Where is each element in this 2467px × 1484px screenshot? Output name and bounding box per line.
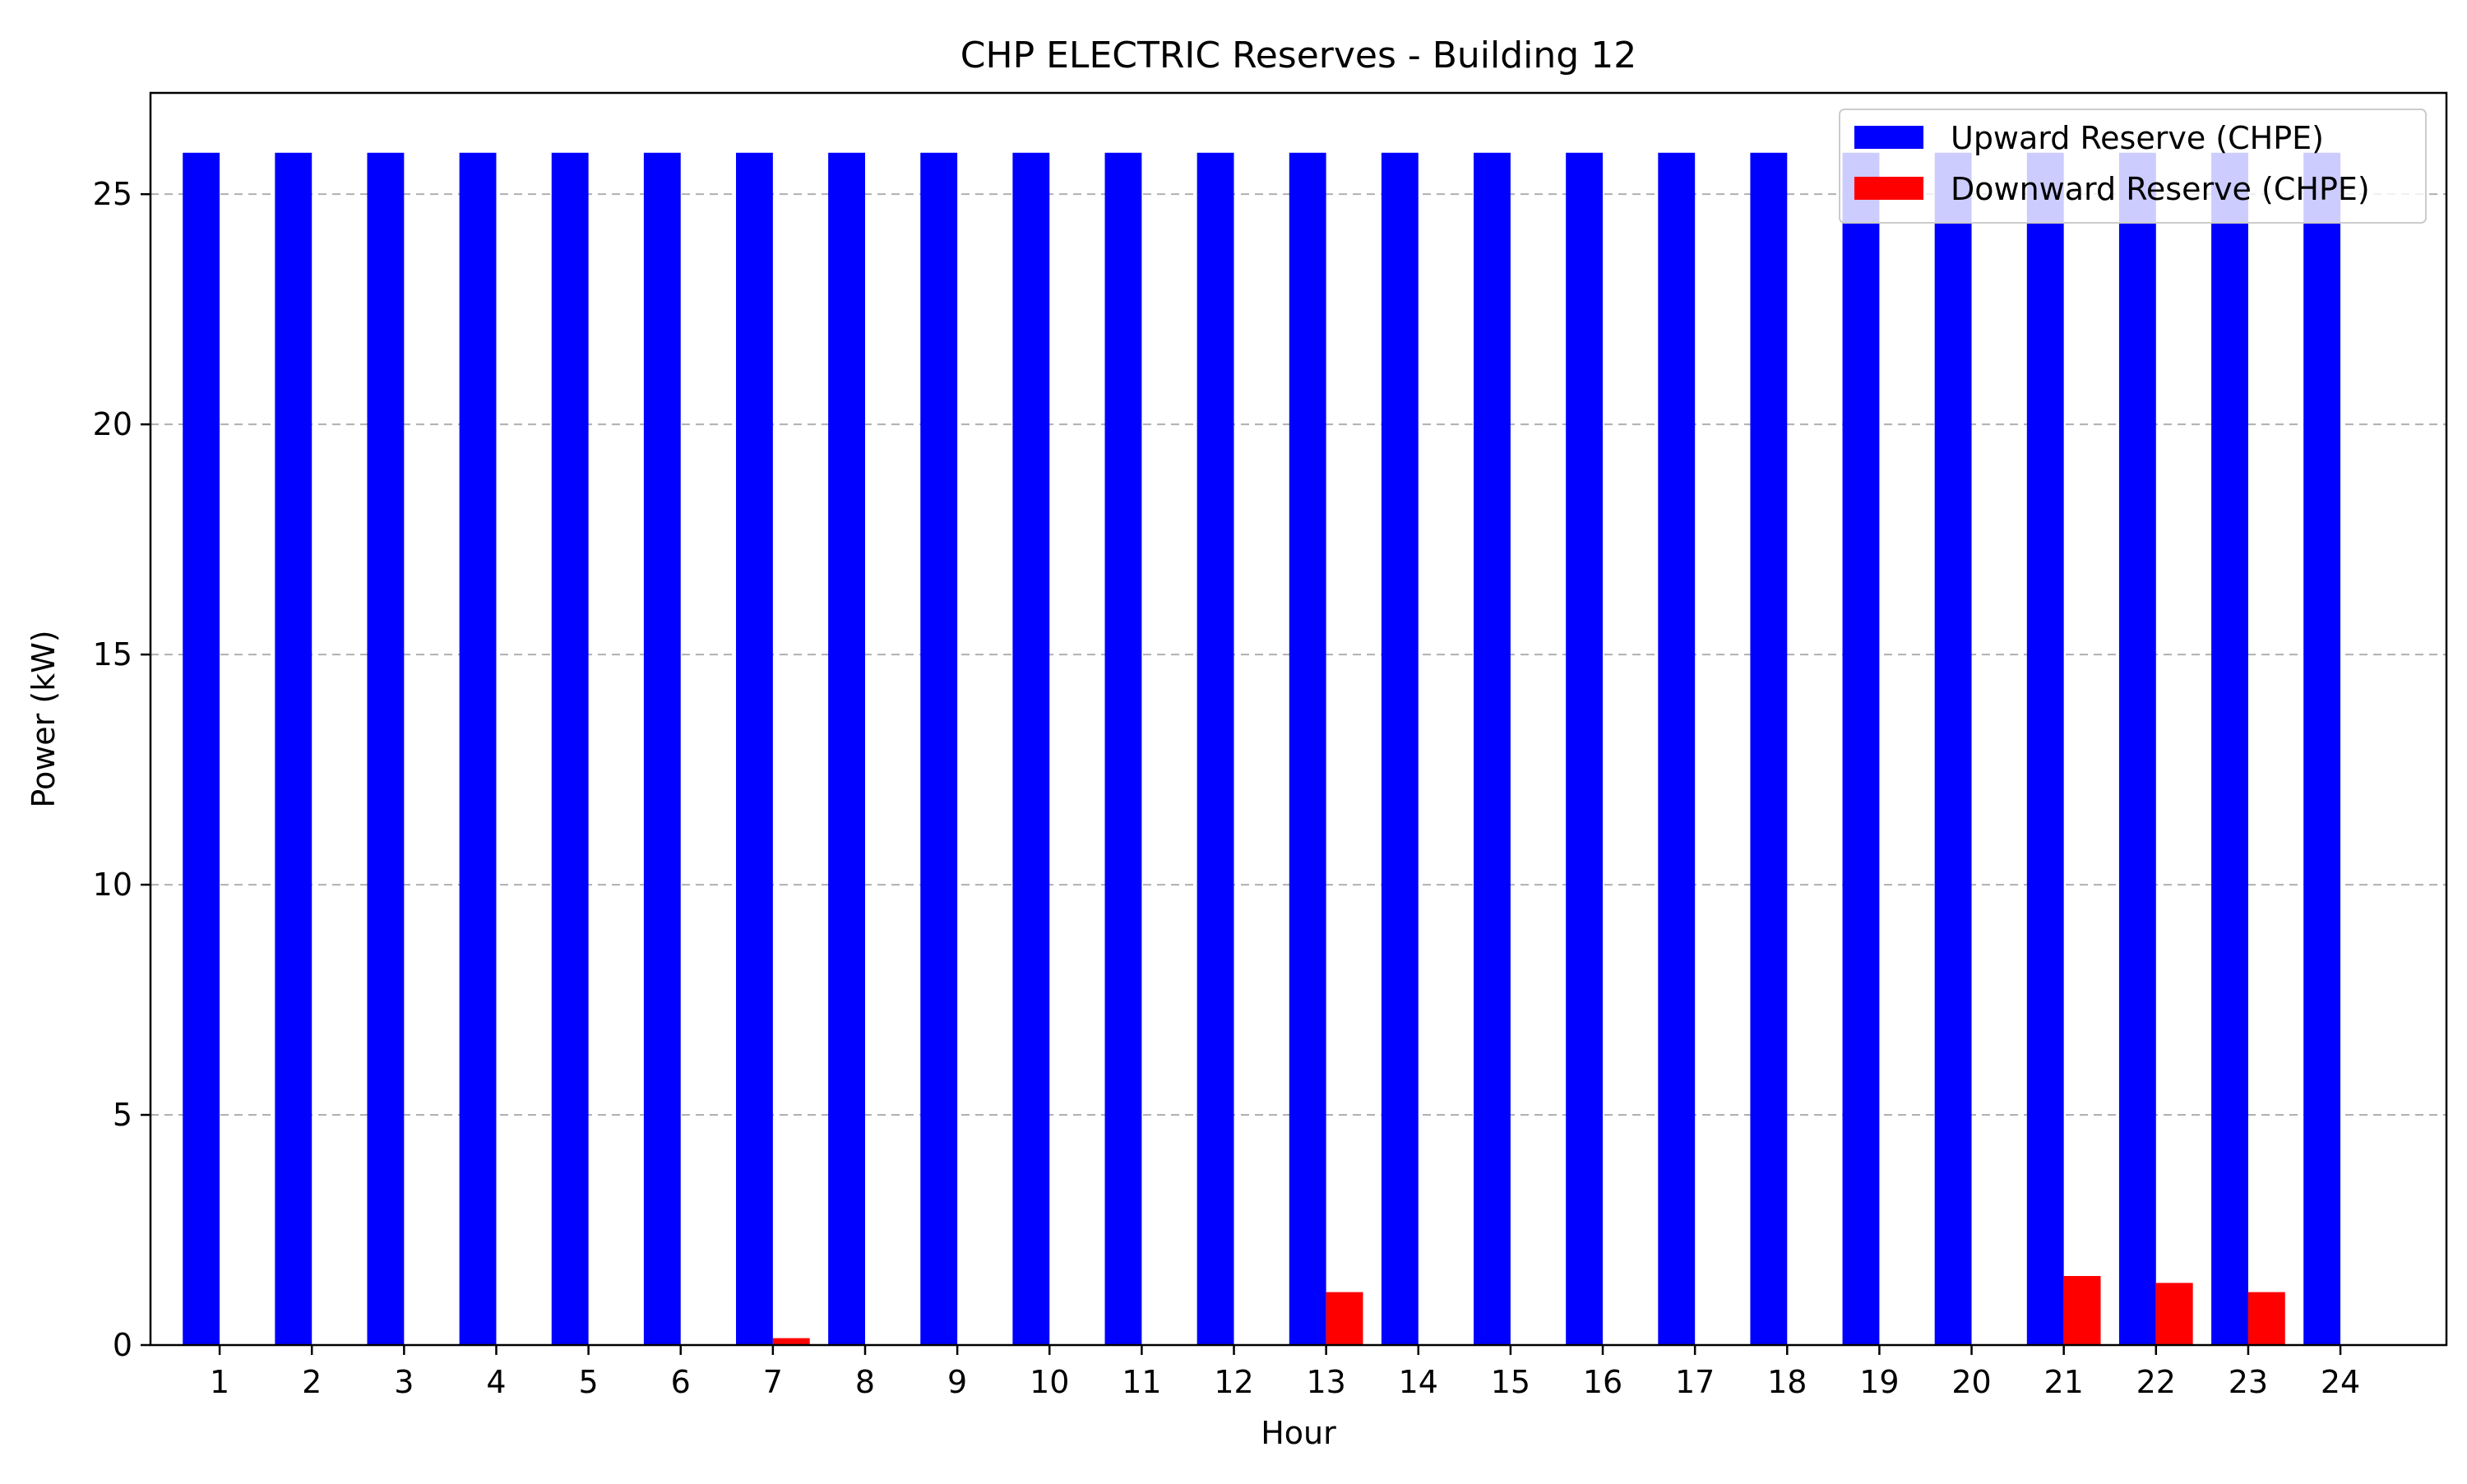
x-tick-label: 7	[763, 1364, 783, 1400]
y-tick-label: 0	[113, 1327, 132, 1363]
bar-downward-reserve	[772, 1338, 810, 1345]
bar-upward-reserve	[920, 152, 958, 1346]
bar-upward-reserve	[1474, 152, 1511, 1346]
x-tick-label: 19	[1859, 1364, 1899, 1400]
bar-downward-reserve	[2247, 1292, 2285, 1345]
x-tick-label: 12	[1214, 1364, 1253, 1400]
bar-upward-reserve	[183, 152, 220, 1346]
x-tick-label: 3	[394, 1364, 414, 1400]
y-tick-label: 15	[93, 636, 132, 673]
x-tick-label: 24	[2321, 1364, 2360, 1400]
y-axis-ticks: 0 5 10 15 20 25	[93, 176, 150, 1363]
y-tick-label: 20	[93, 406, 132, 442]
x-tick-label: 15	[1491, 1364, 1530, 1400]
bar-upward-reserve	[1104, 152, 1142, 1346]
bar-upward-reserve	[1196, 152, 1234, 1346]
bar-upward-reserve	[1750, 152, 1788, 1346]
x-tick-label: 17	[1675, 1364, 1715, 1400]
x-axis-ticks: 1 2 3 4 5 6 7 8 9 10 11 12 13 14 15 16 17 18 19 20 21 22 23 24	[210, 1345, 2360, 1400]
bar-upward-reserve	[643, 152, 681, 1346]
x-tick-label: 2	[302, 1364, 322, 1400]
y-tick-label: 25	[93, 176, 132, 212]
bar-upward-reserve	[2026, 152, 2064, 1346]
x-tick-label: 20	[1951, 1364, 1991, 1400]
x-tick-label: 6	[671, 1364, 691, 1400]
bar-upward-reserve	[736, 152, 773, 1346]
x-tick-label: 11	[1122, 1364, 1161, 1400]
bar-upward-reserve	[367, 152, 405, 1346]
bar-upward-reserve	[2303, 152, 2341, 1346]
legend-box	[1839, 109, 2427, 224]
bar-upward-reserve	[1934, 152, 1972, 1346]
x-tick-label: 22	[2136, 1364, 2176, 1400]
bar-upward-reserve	[1381, 152, 1419, 1346]
x-tick-label: 21	[2043, 1364, 2083, 1400]
bar-upward-reserve	[551, 152, 589, 1346]
x-tick-label: 1	[210, 1364, 229, 1400]
y-axis-label: Power (kW)	[25, 630, 62, 807]
legend-label-upward: Upward Reserve (CHPE)	[1951, 120, 2324, 156]
x-tick-label: 23	[2229, 1364, 2268, 1400]
bar-upward-reserve	[2118, 152, 2156, 1346]
y-tick-label: 10	[93, 867, 132, 903]
bar-downward-reserve	[2155, 1283, 2193, 1345]
bar-upward-reserve	[459, 152, 497, 1346]
y-tick-label: 5	[113, 1097, 132, 1133]
x-tick-label: 14	[1399, 1364, 1438, 1400]
x-tick-label: 5	[579, 1364, 599, 1400]
x-axis-label: Hour	[1261, 1415, 1336, 1451]
legend: Upward Reserve (CHPE) Downward Reserve (…	[1839, 109, 2427, 224]
x-tick-label: 9	[947, 1364, 967, 1400]
bar-upward-reserve	[1289, 152, 1326, 1346]
bar-upward-reserve	[1012, 152, 1050, 1346]
bar-downward-reserve	[1326, 1292, 1363, 1345]
bar-downward-reserve	[2063, 1276, 2101, 1345]
bars	[183, 152, 2341, 1346]
bar-upward-reserve	[1566, 152, 1604, 1346]
axes-frame	[149, 91, 2448, 1347]
x-tick-label: 10	[1030, 1364, 1069, 1400]
bar-upward-reserve	[1842, 152, 1880, 1346]
x-tick-label: 13	[1306, 1364, 1345, 1400]
legend-swatch-upward	[1854, 126, 1923, 149]
bar-upward-reserve	[275, 152, 312, 1346]
x-tick-label: 8	[855, 1364, 875, 1400]
bar-upward-reserve	[2211, 152, 2248, 1346]
bar-upward-reserve	[828, 152, 865, 1346]
x-tick-label: 16	[1583, 1364, 1622, 1400]
x-tick-label: 4	[486, 1364, 506, 1400]
legend-label-downward: Downward Reserve (CHPE)	[1951, 171, 2370, 207]
bar-upward-reserve	[1658, 152, 1696, 1346]
legend-swatch-downward	[1854, 177, 1923, 200]
chart-title: CHP ELECTRIC Reserves - Building 12	[960, 35, 1636, 76]
x-tick-label: 18	[1767, 1364, 1807, 1400]
